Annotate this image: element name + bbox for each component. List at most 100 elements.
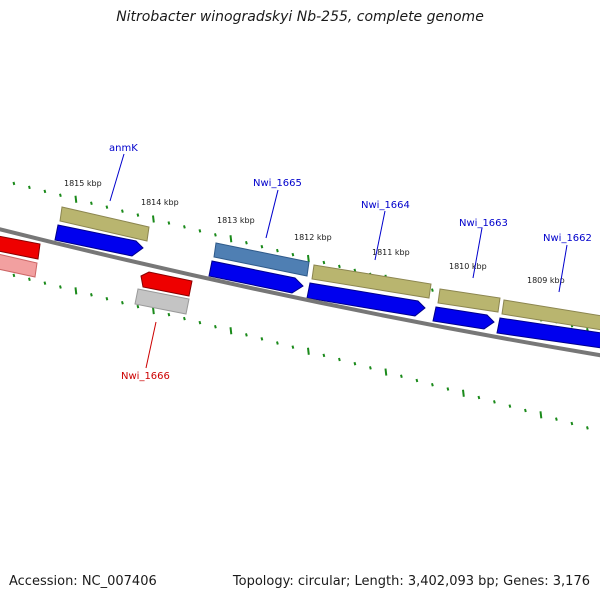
- outer-ring-minor-tick: [291, 252, 295, 257]
- scale-label-1815: 1815 kbp: [64, 179, 102, 188]
- inner-ring-minor-tick: [291, 345, 295, 349]
- outer-ring-minor-tick: [121, 209, 124, 213]
- gene-label-nwi-1663[interactable]: Nwi_1663: [459, 218, 508, 229]
- genome-summary-text: Topology: circular; Length: 3,402,093 bp…: [232, 574, 590, 589]
- leader-nwi-1662: [558, 244, 568, 293]
- outer-ring-minor-tick: [260, 244, 264, 249]
- outer-ring-minor-tick: [90, 201, 93, 205]
- gene-label-nwi-1664[interactable]: Nwi_1664: [361, 200, 410, 211]
- inner-ring-minor-tick: [446, 387, 450, 391]
- outer-ring-major-tick: [74, 195, 78, 203]
- scale-label-1813: 1813 kbp: [217, 216, 255, 225]
- inner-ring-minor-tick: [400, 374, 403, 379]
- genome-backbone: [0, 227, 600, 358]
- outer-ring-minor-tick: [214, 233, 217, 237]
- inner-ring-minor-tick: [43, 281, 47, 285]
- scale-labels: 1815 kbp 1814 kbp 1813 kbp 1812 kbp 1811…: [64, 179, 565, 285]
- leader-nwi-1666: [145, 321, 157, 369]
- outer-ring-minor-tick: [338, 264, 341, 269]
- outer-ring-major-tick: [229, 235, 233, 243]
- inner-ring-major-tick: [307, 347, 310, 355]
- inner-ring-minor-tick: [183, 316, 186, 321]
- leader-anmK: [109, 153, 125, 202]
- gene-feature-nwi-1663[interactable]: [437, 288, 501, 313]
- scale-label-1810: 1810 kbp: [449, 262, 487, 271]
- inner-ring-major-tick: [539, 411, 543, 419]
- gene-feature-anmK[interactable]: [59, 206, 150, 242]
- inner-ring-minor-tick: [415, 378, 419, 383]
- outer-ring-minor-tick: [43, 189, 47, 194]
- outer-ring-minor-tick: [28, 185, 31, 190]
- inner-ring-minor-tick: [28, 277, 31, 281]
- outer-ring-minor-tick: [105, 205, 109, 209]
- outer-ring-minor-tick: [198, 229, 202, 233]
- cds-arrow-nwi-1665[interactable]: [208, 260, 304, 294]
- inner-ring-minor-tick: [431, 382, 434, 387]
- scale-label-1811: 1811 kbp: [372, 248, 410, 257]
- inner-ring-minor-tick: [322, 353, 326, 358]
- gene-label-nwi-1662[interactable]: Nwi_1662: [543, 233, 592, 244]
- inner-ring-minor-tick: [136, 304, 140, 309]
- gene-label-nwi-1666[interactable]: Nwi_1666: [121, 371, 170, 382]
- inner-ring-minor-tick: [214, 324, 217, 329]
- cds-arrow-offscreen-left[interactable]: [0, 235, 41, 260]
- forward-cds-arrows: [54, 224, 600, 349]
- gene-labels: anmK Nwi_1665 Nwi_1664 Nwi_1663 Nwi_1662…: [109, 143, 592, 382]
- inner-ring-minor-tick: [59, 285, 62, 289]
- inner-ring-minor-tick: [198, 320, 202, 325]
- inner-ring-minor-tick: [105, 296, 109, 301]
- gene-feature-nwi-1664[interactable]: [311, 264, 432, 299]
- outer-ring-minor-tick: [59, 193, 62, 198]
- inner-ring-major-tick: [462, 389, 465, 397]
- cds-arrow-nwi-1664[interactable]: [306, 282, 426, 317]
- inner-ring-minor-tick: [245, 333, 248, 337]
- inner-ring-minor-tick: [167, 312, 171, 317]
- inner-ring-minor-tick: [570, 421, 574, 426]
- gene-label-anmK[interactable]: anmK: [109, 143, 138, 154]
- gene-label-nwi-1665[interactable]: Nwi_1665: [253, 178, 302, 189]
- inner-ring-minor-tick: [369, 366, 372, 370]
- inner-ring-major-tick: [229, 327, 233, 335]
- outer-ring-minor-tick: [167, 221, 171, 225]
- leader-nwi-1663: [472, 227, 483, 279]
- inner-ring-minor-tick: [12, 273, 16, 278]
- gene-feature-nwi-1666[interactable]: [134, 288, 190, 315]
- inner-ring-minor-tick: [276, 341, 279, 345]
- scale-label-1809: 1809 kbp: [527, 276, 565, 285]
- cds-arrow-nwi-1666[interactable]: [140, 271, 193, 297]
- outer-tick-ring: [12, 181, 589, 332]
- cds-arrow-nwi-1662[interactable]: [496, 317, 600, 349]
- scale-label-1812: 1812 kbp: [294, 233, 332, 242]
- outer-ring-minor-tick: [12, 181, 16, 186]
- outer-ring-minor-tick: [245, 240, 248, 245]
- inner-ring-minor-tick: [338, 357, 341, 362]
- label-leaders: [109, 153, 568, 369]
- scale-label-1814: 1814 kbp: [141, 198, 179, 207]
- outer-ring-minor-tick: [431, 288, 434, 292]
- genome-title: Nitrobacter winogradskyi Nb-255, complet…: [116, 9, 484, 25]
- inner-ring-minor-tick: [555, 417, 558, 421]
- inner-ring-major-tick: [74, 287, 78, 295]
- inner-ring-minor-tick: [477, 395, 481, 400]
- outer-ring-minor-tick: [183, 225, 186, 229]
- leader-nwi-1664: [374, 210, 386, 261]
- inner-ring-minor-tick: [508, 404, 512, 408]
- cds-arrow-anmK[interactable]: [54, 224, 144, 257]
- inner-ring-minor-tick: [121, 300, 124, 305]
- gene-feature-nwi-1665[interactable]: [213, 242, 310, 277]
- inner-tick-ring: [12, 273, 589, 430]
- outer-ring-minor-tick: [322, 260, 326, 265]
- inner-ring-minor-tick: [586, 426, 589, 430]
- inner-ring-minor-tick: [260, 337, 264, 341]
- inner-ring-minor-tick: [493, 400, 496, 404]
- gene-features: [0, 206, 600, 331]
- inner-ring-major-tick: [384, 368, 388, 376]
- outer-ring-major-tick: [307, 254, 310, 263]
- outer-ring-minor-tick: [276, 248, 279, 253]
- gene-feature-nwi-1662[interactable]: [501, 299, 600, 331]
- reverse-cds-arrows: [0, 235, 193, 297]
- gene-feature-offscreen-left[interactable]: [0, 253, 38, 278]
- cds-arrow-nwi-1663[interactable]: [432, 306, 495, 330]
